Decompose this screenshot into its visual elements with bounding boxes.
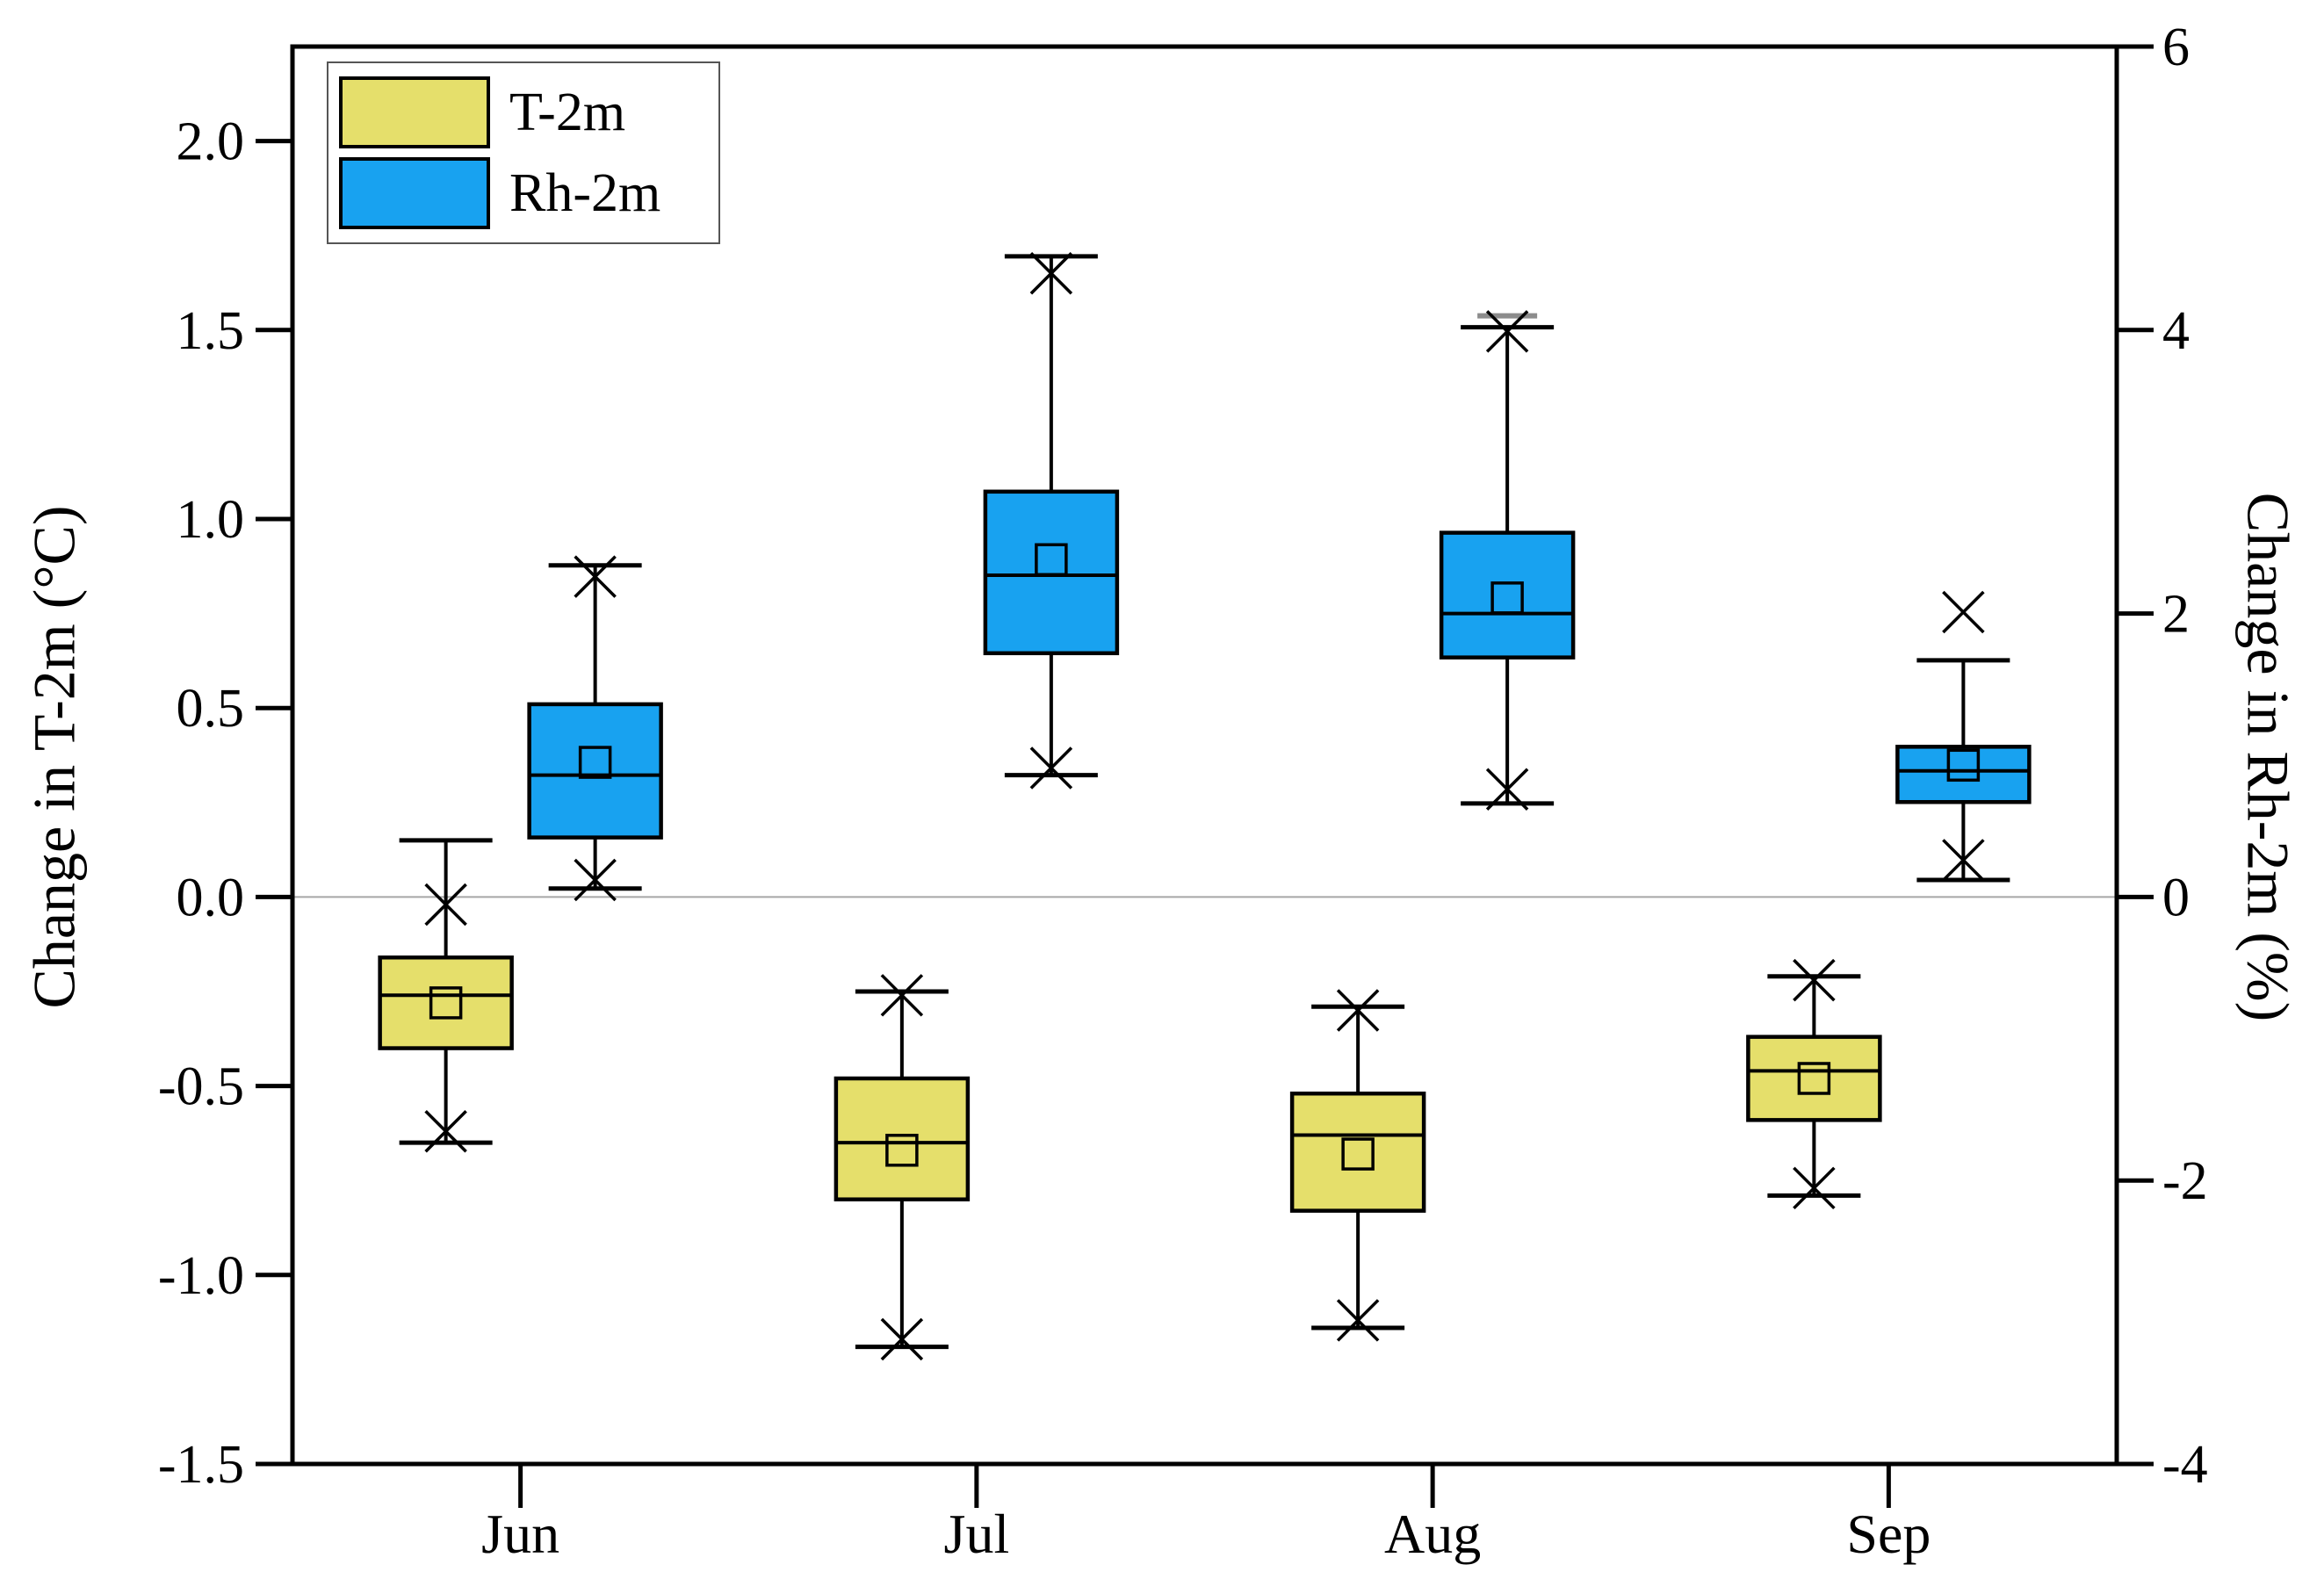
x-high-rh2m-aug: [1485, 310, 1529, 353]
plot-frame: [290, 44, 2119, 1467]
month-label-sep: Sep: [1846, 1503, 1931, 1565]
x-high-t2m-jun: [424, 883, 467, 927]
x-high-t2m-sep: [1793, 958, 1836, 1002]
box-rh2m-sep: [1895, 745, 2032, 804]
right-tick-label: 6: [2162, 18, 2190, 77]
mean-marker-t2m-jul: [885, 1134, 919, 1167]
mean-marker-t2m-sep: [1797, 1062, 1831, 1095]
legend-label-rh2m: Rh-2m: [509, 163, 661, 223]
x-high-t2m-jul: [880, 974, 924, 1017]
right-tick-label: -2: [2162, 1151, 2208, 1211]
right-tick-label: 0: [2162, 868, 2190, 927]
mean-marker-t2m-aug: [1341, 1137, 1375, 1171]
left-tick-label: 0.0: [177, 868, 245, 927]
x-high-rh2m-jul: [1029, 252, 1073, 295]
x-low-t2m-aug: [1336, 1299, 1380, 1342]
legend-label-t2m: T-2m: [509, 83, 626, 142]
box-rh2m-aug: [1439, 530, 1576, 660]
x-low-t2m-jul: [880, 1317, 924, 1361]
x-low-rh2m-jun: [574, 858, 617, 902]
box-rh2m-jul: [983, 489, 1120, 656]
left-axis-title: Change in T-2m (°C): [20, 505, 88, 1009]
left-tick-label: 2.0: [177, 112, 245, 172]
right-tick-label: 2: [2162, 585, 2190, 645]
x-high-rh2m-jun: [574, 555, 617, 598]
x-low-rh2m-sep: [1942, 839, 1985, 882]
mean-marker-rh2m-sep: [1946, 748, 1981, 782]
legend-item-t2m: T-2m: [339, 72, 718, 153]
box-t2m-jul: [834, 1076, 971, 1201]
x-high-t2m-aug: [1336, 989, 1380, 1032]
mean-marker-rh2m-aug: [1490, 581, 1524, 615]
left-tick-label: 1.5: [177, 301, 245, 361]
left-tick-label: -0.5: [158, 1057, 244, 1117]
right-tick-label: -4: [2162, 1435, 2208, 1495]
mean-marker-t2m-jun: [429, 986, 463, 1020]
legend-swatch-t2m: [339, 76, 490, 148]
left-tick-label: 0.5: [177, 679, 245, 739]
month-label-jun: Jun: [481, 1503, 559, 1565]
mean-marker-rh2m-jul: [1035, 543, 1068, 577]
x-high-rh2m-sep: [1942, 590, 1985, 634]
month-label-aug: Aug: [1384, 1503, 1481, 1565]
box-t2m-aug: [1289, 1091, 1426, 1213]
box-t2m-sep: [1746, 1035, 1882, 1122]
left-tick-label: -1.0: [158, 1246, 244, 1306]
x-low-rh2m-aug: [1485, 768, 1529, 811]
x-low-t2m-sep: [1793, 1166, 1836, 1210]
box-t2m-jun: [378, 955, 514, 1050]
left-tick-label: 1.0: [177, 490, 245, 550]
mean-marker-rh2m-jun: [578, 746, 612, 779]
box-rh2m-jun: [527, 702, 663, 840]
right-axis-title: Change in Rh-2m (%): [2234, 492, 2302, 1022]
legend-swatch-rh2m: [339, 157, 490, 229]
legend-item-rh2m: Rh-2m: [339, 153, 718, 234]
legend: T-2m Rh-2m: [327, 61, 720, 244]
x-low-rh2m-jul: [1029, 746, 1073, 790]
left-tick-label: -1.5: [158, 1435, 244, 1495]
right-tick-label: 4: [2162, 301, 2190, 361]
month-label-jul: Jul: [944, 1503, 1010, 1565]
x-low-t2m-jun: [424, 1110, 467, 1153]
